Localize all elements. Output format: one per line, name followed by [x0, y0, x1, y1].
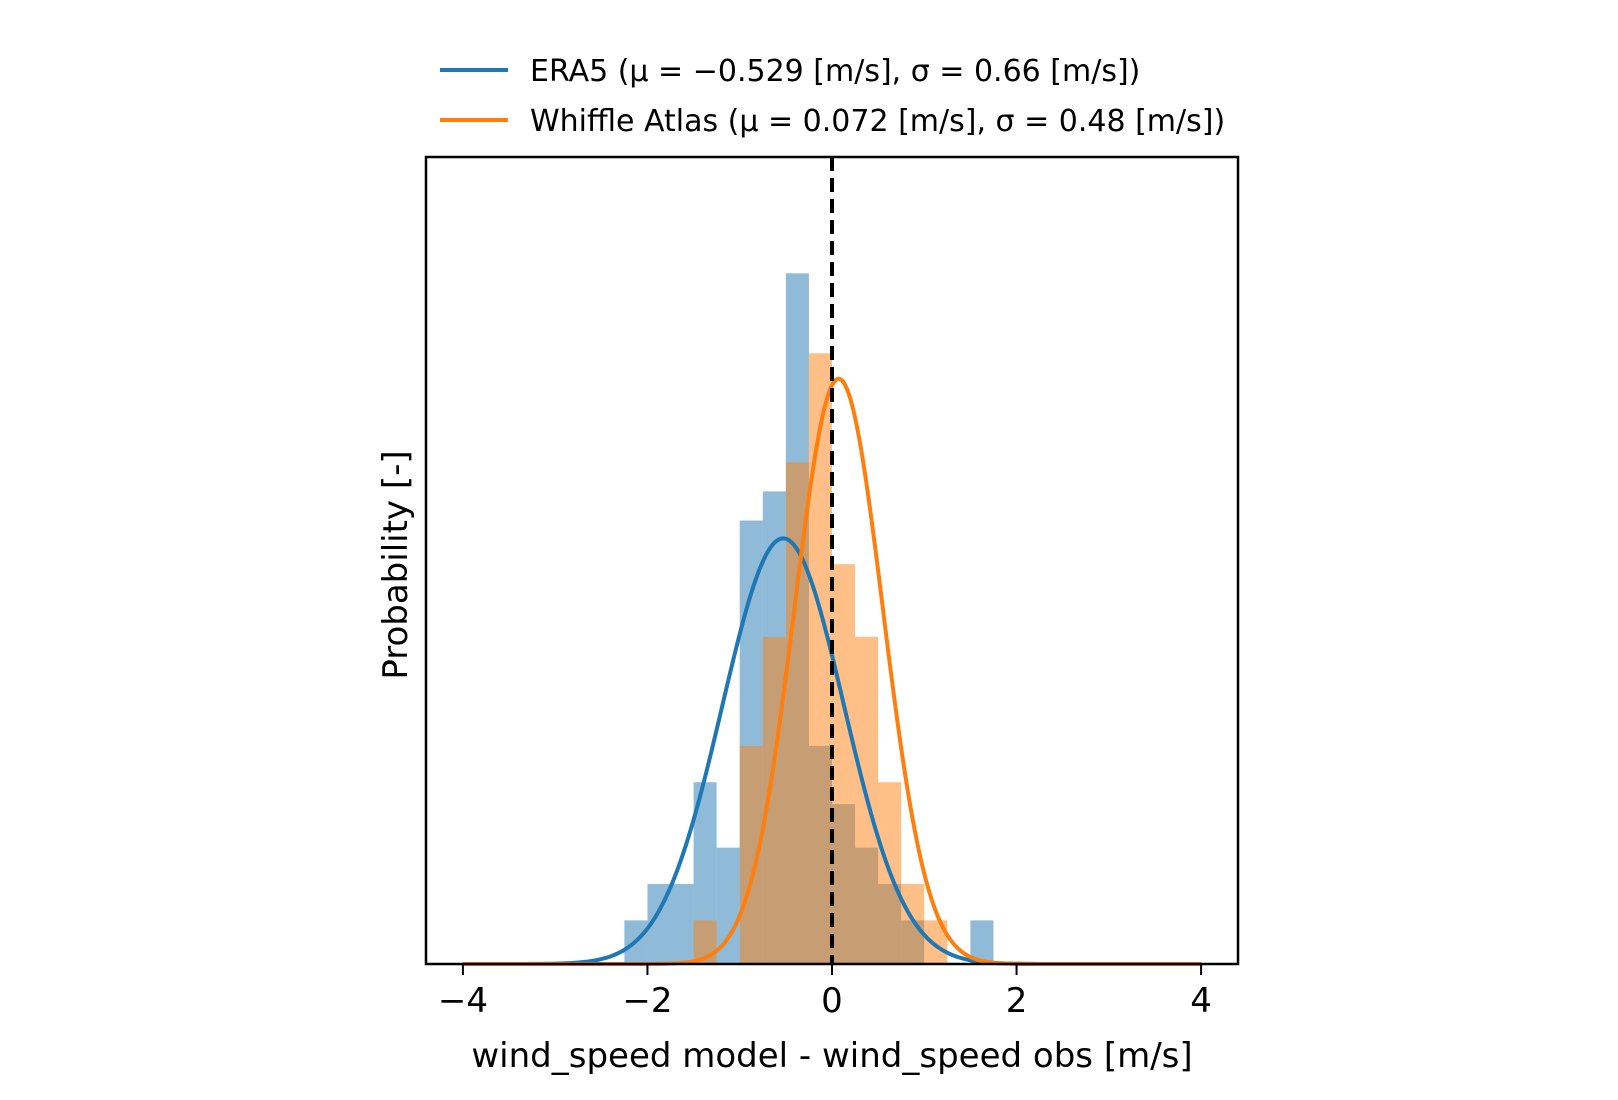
- bar-whiffle-10: [924, 920, 948, 964]
- legend: ERA5 (μ = −0.529 [m/s], σ = 0.66 [m/s]) …: [440, 54, 1225, 139]
- bar-whiffle-6: [832, 564, 856, 964]
- bar-whiffle-4: [785, 462, 809, 964]
- legend-label-era5: ERA5 (μ = −0.529 [m/s], σ = 0.66 [m/s]): [530, 54, 1140, 89]
- x-tick-label: 2: [1006, 981, 1028, 1021]
- bar-era5-3: [693, 782, 717, 964]
- bar-whiffle-2: [739, 745, 763, 964]
- histogram-bars: [624, 273, 994, 964]
- bar-era5-2: [670, 884, 694, 964]
- x-tick-label: −2: [622, 981, 672, 1021]
- y-axis-label: Probability [-]: [376, 450, 416, 679]
- bar-whiffle-5: [808, 353, 832, 964]
- x-axis-ticks: −4 −2 0 2 4: [438, 964, 1212, 1021]
- bar-era5-15: [970, 920, 994, 964]
- x-tick-label: 4: [1190, 981, 1212, 1021]
- x-tick-label: 0: [821, 981, 843, 1021]
- x-axis-label: wind_speed model - wind_speed obs [m/s]: [471, 1036, 1192, 1076]
- bar-era5-4: [716, 847, 740, 964]
- legend-label-whiffle: Whiffle Atlas (μ = 0.072 [m/s], σ = 0.48…: [530, 104, 1225, 139]
- bar-whiffle-9: [901, 884, 925, 964]
- x-tick-label: −4: [438, 981, 488, 1021]
